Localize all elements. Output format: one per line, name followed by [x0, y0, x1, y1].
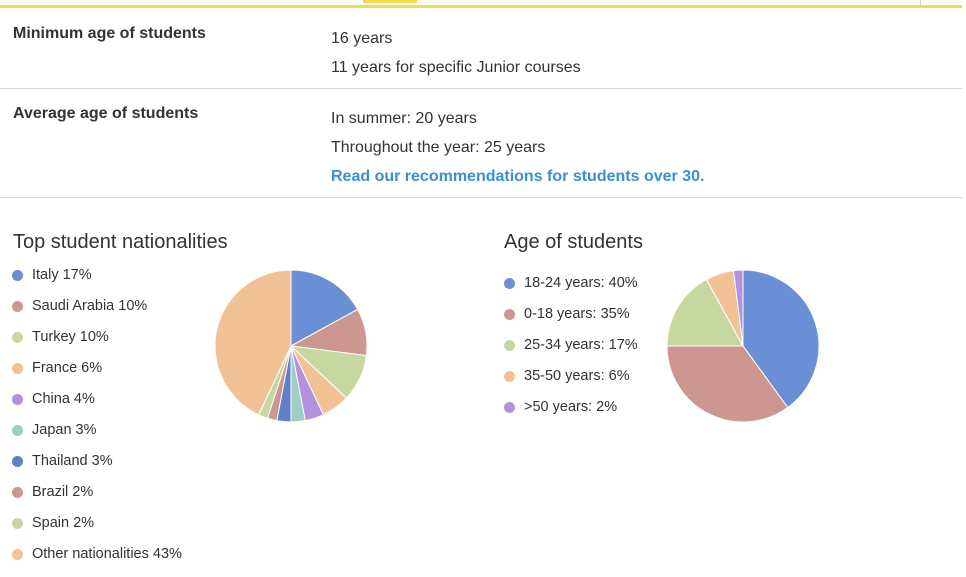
min-age-value: 16 years	[331, 30, 393, 47]
legend-label: >50 years: 2%	[524, 399, 618, 415]
age-legend-item: 0-18 years: 35%	[504, 306, 638, 337]
legend-swatch	[12, 549, 23, 560]
legend-swatch	[12, 518, 23, 529]
nationality-slice-other-nationalities[interactable]	[214, 269, 292, 416]
legend-swatch	[12, 394, 23, 405]
age-legend-item: >50 years: 2%	[504, 399, 638, 430]
nationality-legend-item: Other nationalities 43%	[12, 546, 182, 577]
active-tab-indicator	[363, 0, 417, 3]
nationality-legend-item: Brazil 2%	[12, 484, 182, 515]
nationality-legend-item: Spain 2%	[12, 515, 182, 546]
age-slice-50-years[interactable]	[732, 269, 744, 347]
legend-label: Brazil 2%	[32, 484, 94, 500]
avg-age-summer-value: In summer: 20 years	[331, 110, 477, 127]
over-30-recommendations-link[interactable]: Read our recommendations for students ov…	[331, 168, 705, 185]
legend-swatch	[504, 371, 515, 382]
accent-line	[0, 5, 962, 8]
min-age-values: 16 years 11 years for specific Junior co…	[331, 24, 581, 82]
legend-label: China 4%	[32, 391, 95, 407]
avg-age-values: In summer: 20 years Throughout the year:…	[331, 104, 704, 191]
legend-swatch	[12, 332, 23, 343]
legend-label: Other nationalities 43%	[32, 546, 182, 562]
nationality-slice-italy[interactable]	[290, 269, 359, 347]
legend-swatch	[12, 456, 23, 467]
avg-age-label: Average age of students	[13, 105, 199, 122]
min-age-label: Minimum age of students	[13, 25, 206, 42]
nationality-legend-item: Japan 3%	[12, 422, 182, 453]
age-slice-0-18-years[interactable]	[666, 345, 789, 423]
ages-title: Age of students	[504, 231, 643, 253]
legend-swatch	[12, 487, 23, 498]
avg-age-year-value: Throughout the year: 25 years	[331, 139, 546, 156]
age-legend-item: 35-50 years: 6%	[504, 368, 638, 399]
legend-swatch	[504, 278, 515, 289]
min-age-junior-value: 11 years for specific Junior courses	[331, 59, 581, 76]
legend-swatch	[12, 425, 23, 436]
nationality-legend-item: Thailand 3%	[12, 453, 182, 484]
legend-label: Thailand 3%	[32, 453, 113, 469]
legend-swatch	[12, 301, 23, 312]
legend-swatch	[12, 363, 23, 374]
nationality-legend-item: Saudi Arabia 10%	[12, 298, 182, 329]
legend-swatch	[504, 340, 515, 351]
nationalities-title: Top student nationalities	[13, 231, 228, 253]
nationality-legend-item: Turkey 10%	[12, 329, 182, 360]
legend-label: Italy 17%	[32, 267, 92, 283]
nationalities-legend: Italy 17% Saudi Arabia 10% Turkey 10% Franc…	[12, 267, 182, 577]
legend-label: 18-24 years: 40%	[524, 275, 638, 291]
min-age-row: Minimum age of students 16 years 11 year…	[0, 9, 962, 89]
avg-age-row: Average age of students In summer: 20 ye…	[0, 89, 962, 198]
legend-label: Japan 3%	[32, 422, 97, 438]
legend-label: Spain 2%	[32, 515, 95, 531]
legend-swatch	[504, 402, 515, 413]
legend-label: Turkey 10%	[32, 329, 109, 345]
nationalities-pie-chart	[214, 269, 368, 423]
age-legend-item: 18-24 years: 40%	[504, 275, 638, 306]
top-accent-bar	[0, 0, 962, 8]
nationality-legend-item: France 6%	[12, 360, 182, 391]
nationality-legend-item: Italy 17%	[12, 267, 182, 298]
age-slice-18-24-years[interactable]	[742, 269, 820, 409]
divider-tick	[920, 0, 921, 6]
legend-label: France 6%	[32, 360, 103, 376]
legend-swatch	[504, 309, 515, 320]
legend-label: 35-50 years: 6%	[524, 368, 630, 384]
ages-legend: 18-24 years: 40% 0-18 years: 35% 25-34 yea…	[504, 275, 638, 430]
legend-swatch	[12, 270, 23, 281]
nationality-legend-item: China 4%	[12, 391, 182, 422]
legend-label: 0-18 years: 35%	[524, 306, 630, 322]
age-legend-item: 25-34 years: 17%	[504, 337, 638, 368]
ages-pie-chart	[666, 269, 820, 423]
age-slice-25-34-years[interactable]	[666, 278, 744, 347]
legend-label: Saudi Arabia 10%	[32, 298, 148, 314]
legend-label: 25-34 years: 17%	[524, 337, 638, 353]
